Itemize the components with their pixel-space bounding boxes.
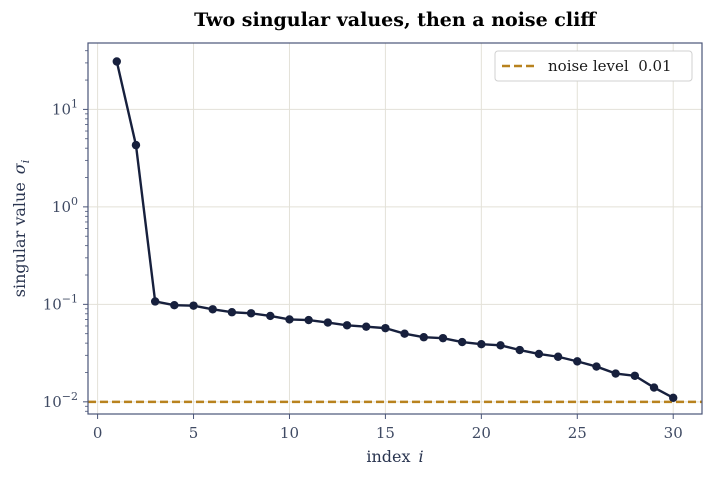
x-tick-label: 0 (93, 424, 103, 442)
data-point (592, 362, 601, 371)
data-point (400, 329, 409, 338)
y-axis-label: singular value σi (10, 160, 32, 298)
data-point (457, 337, 467, 347)
data-point (611, 369, 620, 378)
data-point (112, 57, 121, 66)
y-tick-base: 10 (52, 100, 71, 118)
data-point (208, 305, 217, 314)
series-layer (112, 57, 678, 402)
y-tick-exponent: −1 (62, 292, 78, 305)
x-axis-label-text: index (366, 447, 410, 466)
data-point (246, 309, 256, 318)
x-axis-label-var: i (419, 447, 424, 466)
data-point (553, 352, 563, 361)
y-tick-exponent: −2 (62, 390, 78, 403)
legend-label: noise level 0.01 (548, 57, 672, 75)
data-point (285, 315, 294, 324)
chart-title: Two singular values, then a noise cliff (194, 9, 597, 31)
data-point (649, 383, 659, 392)
y-tick-label: 10−1 (43, 292, 78, 313)
data-point (630, 371, 640, 380)
x-tick-label: 20 (472, 424, 491, 442)
data-point (669, 393, 678, 402)
y-tick-label: 101 (52, 97, 78, 118)
data-point (496, 341, 505, 350)
data-point (131, 140, 141, 150)
y-tick-base: 10 (43, 295, 62, 313)
data-point (534, 349, 544, 359)
data-point (381, 323, 390, 333)
y-axis-label-var: σ (10, 162, 29, 174)
x-tick-label: 5 (189, 424, 199, 442)
y-tick-label: 10−2 (43, 390, 78, 411)
data-point (515, 345, 524, 355)
y-tick-exponent: 1 (71, 97, 78, 110)
data-point (419, 333, 428, 342)
y-axis-label-text: singular value (10, 182, 29, 297)
x-tick-label: 15 (376, 424, 395, 442)
data-point (150, 297, 160, 306)
data-point (323, 318, 333, 327)
y-tick-exponent: 0 (71, 195, 78, 208)
x-axis: 0 5 10 15 20 25 30 (93, 414, 683, 442)
data-point (573, 357, 582, 366)
x-tick-label: 10 (280, 424, 299, 442)
data-point (362, 322, 371, 331)
data-point (170, 301, 179, 310)
data-point (189, 301, 198, 310)
data-point (438, 333, 448, 343)
data-point (477, 340, 486, 349)
data-point (304, 315, 313, 325)
y-tick-label: 100 (52, 195, 78, 216)
data-point (342, 321, 352, 330)
legend: noise level 0.01 (494, 50, 693, 82)
data-point (266, 311, 275, 321)
x-axis-label: index i (366, 447, 423, 466)
y-tick-base: 10 (43, 393, 62, 411)
x-tick-label: 25 (568, 424, 587, 442)
data-point (227, 308, 237, 317)
y-axis-label-sub: i (19, 160, 32, 164)
x-tick-label: 30 (664, 424, 683, 442)
y-tick-base: 10 (52, 198, 71, 216)
legend-box (494, 50, 693, 82)
